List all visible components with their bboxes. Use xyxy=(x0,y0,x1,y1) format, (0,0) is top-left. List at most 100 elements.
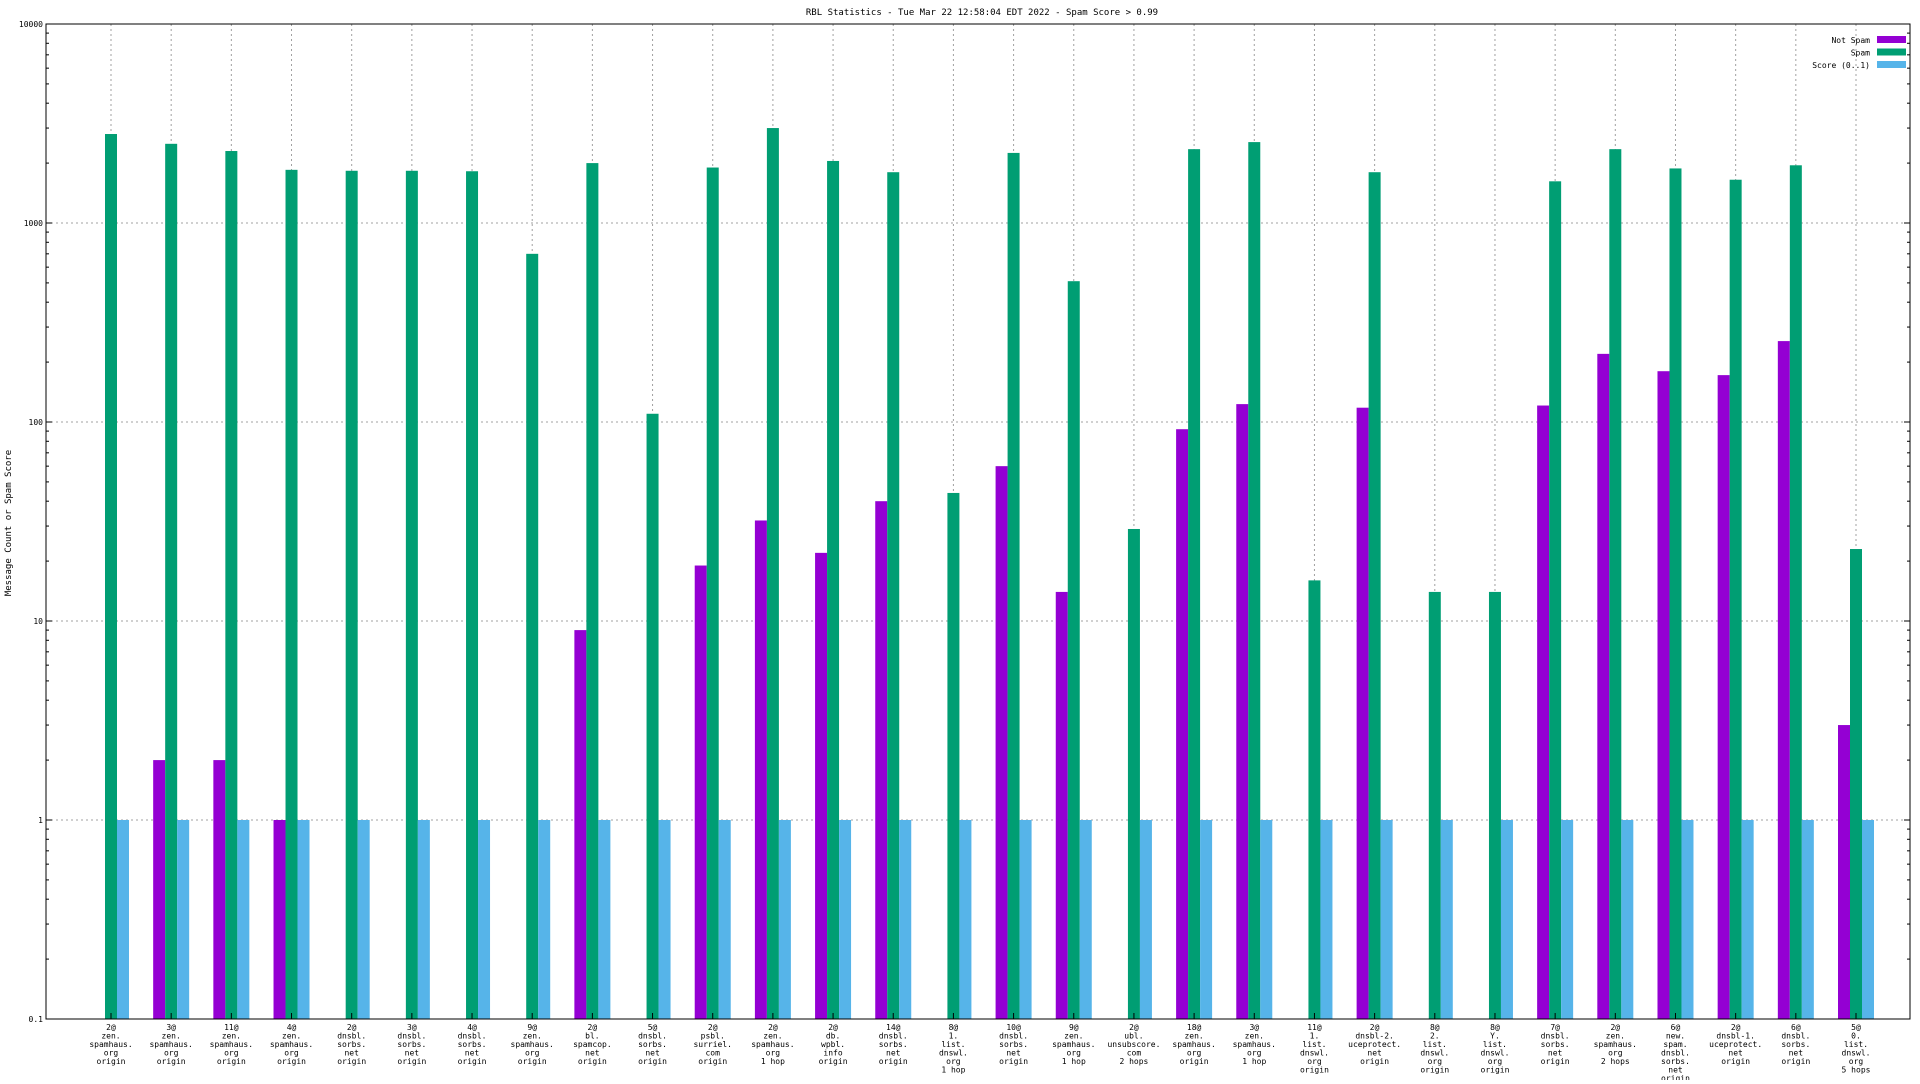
bar-not-spam xyxy=(1838,725,1850,1019)
bar-spam xyxy=(1248,142,1261,1019)
bar-score-0-1 xyxy=(959,820,972,1019)
x-tick-label: 3@ zen. spamhaus. org 1 hop xyxy=(1233,1023,1276,1066)
x-tick-label: 3@ zen. spamhaus. org origin xyxy=(149,1023,192,1066)
bar-spam xyxy=(646,413,659,1020)
bar-score-0-1 xyxy=(1801,820,1814,1019)
bar-score-0-1 xyxy=(478,820,491,1019)
bar-not-spam xyxy=(1236,404,1249,1019)
legend: Not Spam Spam Score (0..1) xyxy=(1812,36,1906,70)
bar-spam xyxy=(1850,549,1862,1019)
bar-spam xyxy=(1428,591,1441,1019)
bar-score-0-1 xyxy=(1621,820,1634,1019)
bar-spam xyxy=(706,167,719,1020)
bar-spam xyxy=(1368,172,1381,1019)
bar-not-spam xyxy=(213,760,226,1019)
bar-spam xyxy=(887,172,900,1019)
x-tick-label: 8@ Y. list. dnswl. org origin xyxy=(1481,1023,1510,1075)
x-tick-label: 8@ 1. list. dnswl. org 1 hop xyxy=(939,1023,968,1075)
x-tick-label: 3@ dnsbl. sorbs. net origin xyxy=(397,1023,426,1066)
bar-spam xyxy=(1669,168,1682,1020)
bar-spam xyxy=(405,170,418,1020)
x-tick-label: 10@ dnsbl. sorbs. net origin xyxy=(999,1023,1028,1066)
bar-not-spam xyxy=(153,760,166,1019)
bar-score-0-1 xyxy=(718,820,731,1019)
y-tick-label: 1 xyxy=(38,816,43,825)
bar-spam xyxy=(1729,179,1742,1019)
bar-spam xyxy=(947,492,960,1020)
axis-layer: 0.1 1 10 100 1000 10000 2@ zen. spamhaus. org orig… xyxy=(19,20,1911,1083)
x-tick-label: 5@ 0. list. dnswl. org 5 hops xyxy=(1842,1023,1871,1075)
bar-spam xyxy=(165,143,178,1019)
bar-spam xyxy=(1188,149,1201,1020)
legend-label: Score (0..1) xyxy=(1812,61,1870,70)
x-tick-label: 5@ dnsbl. sorbs. net origin xyxy=(638,1023,667,1066)
x-tick-label: 2@ dnsbl-1. uceprotect. net origin xyxy=(1709,1023,1762,1066)
bar-spam xyxy=(1609,149,1622,1020)
x-tick-label: 2@ zen. spamhaus. org origin xyxy=(89,1023,132,1066)
bar-spam xyxy=(1488,591,1501,1019)
bar-spam xyxy=(586,163,599,1019)
bar-score-0-1 xyxy=(1019,820,1032,1019)
bar-not-spam xyxy=(815,552,828,1019)
bar-spam xyxy=(1127,528,1140,1019)
bar-not-spam xyxy=(754,520,767,1019)
x-tick-label: 6@ dnsbl. sorbs. net origin xyxy=(1781,1023,1810,1066)
bar-not-spam xyxy=(273,820,286,1019)
bar-not-spam xyxy=(1597,353,1610,1019)
bar-not-spam xyxy=(1055,591,1068,1019)
plot-frame xyxy=(45,23,1911,1020)
y-tick-label: 10000 xyxy=(19,20,43,29)
bar-spam xyxy=(345,170,358,1020)
bar-score-0-1 xyxy=(1200,820,1213,1019)
bar-score-0-1 xyxy=(778,820,791,1019)
bar-score-0-1 xyxy=(1681,820,1694,1019)
y-tick-label: 1000 xyxy=(24,219,43,228)
x-tick-label: 4@ zen. spamhaus. org origin xyxy=(270,1023,313,1066)
bar-spam xyxy=(827,160,840,1019)
bar-score-0-1 xyxy=(1139,820,1152,1019)
x-tick-label: 14@ dnsbl. sorbs. net origin xyxy=(879,1023,908,1066)
x-tick-label: 2@ dnsbl. sorbs. net origin xyxy=(337,1023,366,1066)
legend-swatch xyxy=(1877,36,1906,43)
bar-spam xyxy=(105,134,117,1019)
x-tick-label: 9@ zen. spamhaus. org origin xyxy=(511,1023,554,1066)
bar-score-0-1 xyxy=(598,820,611,1019)
bar-score-0-1 xyxy=(839,820,852,1019)
x-tick-label: 6@ new. spam. dnsbl. sorbs. net origin xyxy=(1661,1023,1690,1080)
legend-swatch xyxy=(1877,48,1906,56)
bar-score-0-1 xyxy=(237,820,250,1019)
legend-label: Not Spam xyxy=(1831,36,1870,45)
bar-score-0-1 xyxy=(1380,820,1393,1019)
x-tick-label: 2@ ubl. unsubscore. com 2 hops xyxy=(1107,1023,1160,1066)
x-tick-label: 9@ zen. spamhaus. org 1 hop xyxy=(1052,1023,1095,1066)
x-tick-label: 2@ db. wpbl. info origin xyxy=(819,1023,848,1066)
x-tick-label: 11@ 1. list. dnswl. org origin xyxy=(1300,1023,1329,1075)
x-tick-label: 8@ 2. list. dnswl. org origin xyxy=(1420,1023,1449,1075)
x-tick-label: 18@ zen. spamhaus. org origin xyxy=(1172,1023,1215,1066)
bar-score-0-1 xyxy=(1741,820,1754,1019)
bar-spam xyxy=(526,253,539,1019)
bar-not-spam xyxy=(1777,341,1790,1019)
bar-score-0-1 xyxy=(297,820,310,1019)
bar-score-0-1 xyxy=(1500,820,1513,1019)
bar-not-spam xyxy=(1657,371,1670,1019)
x-tick-label: 2@ bl. spamcop. net origin xyxy=(573,1023,612,1066)
bar-spam xyxy=(1308,580,1321,1019)
y-tick-label: 0.1 xyxy=(29,1015,44,1024)
bar-not-spam xyxy=(875,501,888,1019)
x-tick-label: 4@ dnsbl. sorbs. net origin xyxy=(458,1023,487,1066)
bars-layer xyxy=(105,128,1874,1020)
bar-not-spam xyxy=(1356,407,1369,1019)
bar-score-0-1 xyxy=(658,820,671,1019)
bar-score-0-1 xyxy=(1320,820,1333,1019)
bar-not-spam xyxy=(694,565,707,1019)
x-tick-label: 2@ psbl. surriel. com origin xyxy=(693,1023,732,1066)
bar-not-spam xyxy=(1176,429,1189,1020)
bar-spam xyxy=(1067,281,1080,1019)
y-tick-label: 10 xyxy=(33,617,43,626)
bar-not-spam xyxy=(1537,405,1550,1019)
bar-not-spam xyxy=(1717,375,1730,1019)
chart-title: RBL Statistics - Tue Mar 22 12:58:04 EDT… xyxy=(806,8,1158,18)
bar-score-0-1 xyxy=(357,820,370,1019)
